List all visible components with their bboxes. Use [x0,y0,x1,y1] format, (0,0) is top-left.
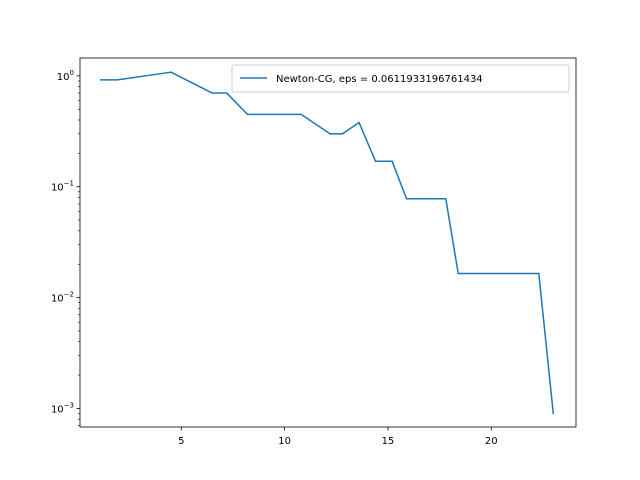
y-tick-label: 100 [57,69,74,83]
x-tick-label: 15 [382,436,395,447]
data-point [116,79,118,81]
data-point [99,79,102,81]
y-tick-label: 10−1 [51,180,74,194]
axis-ticks: 5 10 15 20 10−3 10−2 10−1 100 [51,69,498,447]
plot-area [99,71,555,415]
data-point [211,92,214,94]
x-tick-label: 20 [485,436,498,447]
data-point [358,121,360,124]
legend-label: Newton-CG, eps = 0.0611933196761434 [276,74,483,85]
data-point [374,160,377,162]
y-tick-label: 10−3 [51,401,74,415]
y-tick-label: 10−2 [51,291,74,305]
data-point [300,113,302,116]
legend: Newton-CG, eps = 0.0611933196761434 [231,64,570,93]
data-point [457,272,459,275]
data-point [445,197,447,200]
data-point [405,197,408,200]
data-point [538,272,540,275]
data-point [552,412,555,415]
legend-box [231,64,570,93]
axes-frame [79,57,577,428]
x-tick-label: 5 [178,436,184,447]
data-point [246,113,249,116]
data-point [170,71,172,73]
data-point [225,92,228,94]
x-tick-label: 10 [278,436,291,447]
data-point [391,160,393,162]
data-point [341,133,344,135]
data-point [329,133,331,135]
